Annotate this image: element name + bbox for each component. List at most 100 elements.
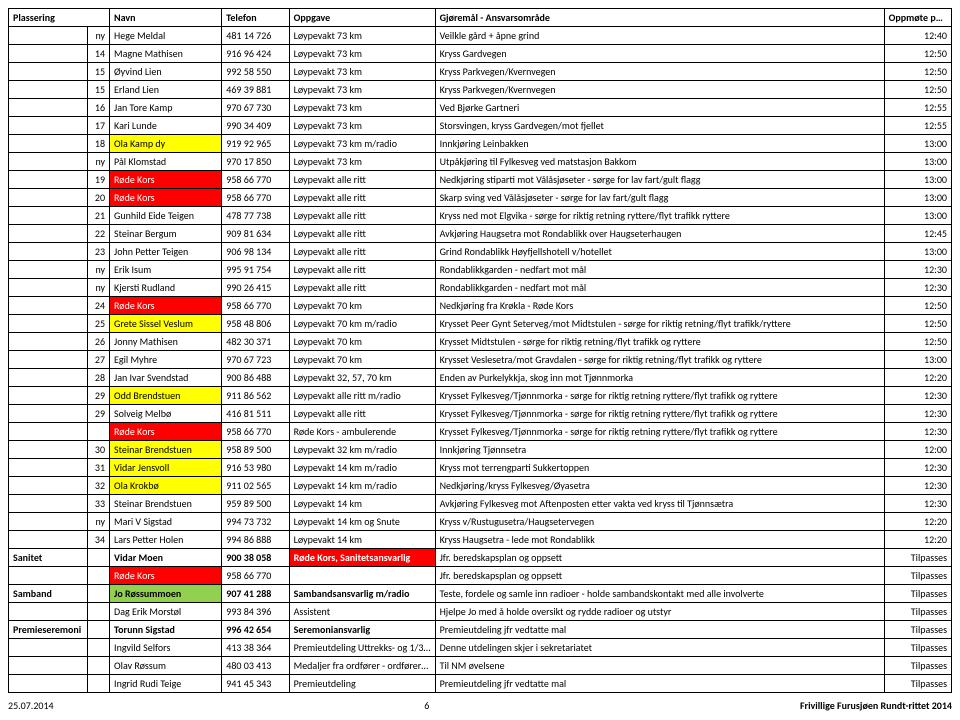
row-number: 16 bbox=[87, 99, 109, 117]
row-telefon: 480 03 413 bbox=[222, 657, 289, 675]
row-oppmote: 13:00 bbox=[884, 189, 951, 207]
row-oppgave: Løypevakt 73 km bbox=[289, 27, 435, 45]
row-navn: Kjersti Rudland bbox=[110, 279, 222, 297]
row-number bbox=[87, 567, 109, 585]
row-gjoremal: Kryss Haugsetra - lede mot Rondablikk bbox=[435, 531, 884, 549]
table-row: 21Gunhild Eide Teigen478 77 738Løypevakt… bbox=[9, 207, 952, 225]
row-number: 26 bbox=[87, 333, 109, 351]
section-label bbox=[9, 81, 88, 99]
row-oppmote: 12:50 bbox=[884, 297, 951, 315]
row-gjoremal: Til NM øvelsene bbox=[435, 657, 884, 675]
row-telefon: 958 89 500 bbox=[222, 441, 289, 459]
row-navn: Røde Kors bbox=[110, 567, 222, 585]
table-row: 30Steinar Brendstuen958 89 500Løypevakt … bbox=[9, 441, 952, 459]
row-oppgave: Løypevakt alle ritt bbox=[289, 207, 435, 225]
row-gjoremal: Nedkjøring/kryss Fylkesveg/Øyasetra bbox=[435, 477, 884, 495]
row-number: 14 bbox=[87, 45, 109, 63]
table-row: SanitetVidar Moen900 38 058Røde Kors, Sa… bbox=[9, 549, 952, 567]
row-oppgave: Løypevakt alle ritt bbox=[289, 243, 435, 261]
row-number: 18 bbox=[87, 135, 109, 153]
table-row: Dag Erik Morstøl993 84 396AssistentHjelp… bbox=[9, 603, 952, 621]
row-gjoremal: Kryss Parkvegen/Kvernvegen bbox=[435, 63, 884, 81]
table-row: 18Ola Kamp dy919 92 965Løypevakt 73 km m… bbox=[9, 135, 952, 153]
table-row: 26Jonny Mathisen482 30 371Løypevakt 70 k… bbox=[9, 333, 952, 351]
section-label bbox=[9, 135, 88, 153]
section-label bbox=[9, 351, 88, 369]
row-oppmote: 12:30 bbox=[884, 477, 951, 495]
row-oppgave: Løypevakt 73 km bbox=[289, 63, 435, 81]
row-gjoremal: Krysset Midtstulen - sørge for riktig re… bbox=[435, 333, 884, 351]
row-navn: Jo Røssummoen bbox=[110, 585, 222, 603]
table-row: 24Røde Kors958 66 770Løypevakt 70 kmNedk… bbox=[9, 297, 952, 315]
row-gjoremal: Krysset Fylkesveg/Tjønnmorka - sørge for… bbox=[435, 405, 884, 423]
row-navn: Erland Lien bbox=[110, 81, 222, 99]
row-telefon: 916 96 424 bbox=[222, 45, 289, 63]
row-number bbox=[87, 621, 109, 639]
table-row: 29Odd Brendstuen911 86 562Løypevakt alle… bbox=[9, 387, 952, 405]
row-oppgave: Løypevakt alle ritt bbox=[289, 189, 435, 207]
row-navn: Øyvind Lien bbox=[110, 63, 222, 81]
row-telefon: 958 66 770 bbox=[222, 297, 289, 315]
row-telefon: 900 86 488 bbox=[222, 369, 289, 387]
table-row: 29Solveig Melbø416 81 511Løypevakt alle … bbox=[9, 405, 952, 423]
row-oppmote: 12:55 bbox=[884, 117, 951, 135]
row-oppgave: Løypevakt 70 km bbox=[289, 351, 435, 369]
row-number: 15 bbox=[87, 63, 109, 81]
row-number: ny bbox=[87, 27, 109, 45]
row-number: 25 bbox=[87, 315, 109, 333]
table-row: nyErik Isum995 91 754Løypevakt alle ritt… bbox=[9, 261, 952, 279]
row-oppgave: Assistent bbox=[289, 603, 435, 621]
row-telefon: 481 14 726 bbox=[222, 27, 289, 45]
row-number bbox=[87, 423, 109, 441]
row-number: 29 bbox=[87, 405, 109, 423]
row-telefon: 911 02 565 bbox=[222, 477, 289, 495]
row-number: 17 bbox=[87, 117, 109, 135]
row-oppmote: Tilpasses bbox=[884, 567, 951, 585]
section-label bbox=[9, 567, 88, 585]
row-oppgave: Løypevakt alle ritt bbox=[289, 261, 435, 279]
row-oppmote: 12:55 bbox=[884, 99, 951, 117]
section-label bbox=[9, 225, 88, 243]
col-plassering: Plassering bbox=[9, 9, 110, 27]
row-number: 27 bbox=[87, 351, 109, 369]
row-oppmote: Tilpasses bbox=[884, 675, 951, 693]
row-oppgave: Løypevakt 73 km bbox=[289, 153, 435, 171]
row-oppmote: Tilpasses bbox=[884, 657, 951, 675]
row-number bbox=[87, 549, 109, 567]
table-row: 14Magne Mathisen916 96 424Løypevakt 73 k… bbox=[9, 45, 952, 63]
row-oppgave: Løypevakt 14 km og Snute bbox=[289, 513, 435, 531]
row-oppgave: Løypevakt 73 km bbox=[289, 45, 435, 63]
table-row: nyHege Meldal481 14 726Løypevakt 73 kmVe… bbox=[9, 27, 952, 45]
section-label bbox=[9, 423, 88, 441]
row-number bbox=[87, 603, 109, 621]
col-oppgave: Oppgave bbox=[289, 9, 435, 27]
row-gjoremal: Nedkjøring stiparti mot Vålåsjøseter - s… bbox=[435, 171, 884, 189]
row-oppgave: Løypevakt 14 km m/radio bbox=[289, 477, 435, 495]
section-label bbox=[9, 153, 88, 171]
row-oppmote: Tilpasses bbox=[884, 621, 951, 639]
section-label bbox=[9, 387, 88, 405]
row-oppmote: 13:00 bbox=[884, 207, 951, 225]
row-oppgave: Løypevakt 70 km m/radio bbox=[289, 315, 435, 333]
row-gjoremal: Krysset Veslesetra/mot Gravdalen - sørge… bbox=[435, 351, 884, 369]
row-oppgave: Løypevakt 73 km bbox=[289, 99, 435, 117]
row-gjoremal: Ved Bjørke Gartneri bbox=[435, 99, 884, 117]
section-label bbox=[9, 117, 88, 135]
section-label bbox=[9, 171, 88, 189]
row-navn: Steinar Brendstuen bbox=[110, 441, 222, 459]
col-navn: Navn bbox=[110, 9, 222, 27]
row-navn: Jan Tore Kamp bbox=[110, 99, 222, 117]
row-navn: Grete Sissel Veslum bbox=[110, 315, 222, 333]
row-oppmote: 12:30 bbox=[884, 279, 951, 297]
row-oppmote: 12:30 bbox=[884, 495, 951, 513]
row-number bbox=[87, 657, 109, 675]
row-oppgave: Røde Kors, Sanitetsansvarlig bbox=[289, 549, 435, 567]
row-oppmote: 13:00 bbox=[884, 171, 951, 189]
row-navn: Steinar Bergum bbox=[110, 225, 222, 243]
row-gjoremal: Innkjøring Leinbakken bbox=[435, 135, 884, 153]
row-gjoremal: Veilkle gård + åpne grind bbox=[435, 27, 884, 45]
section-label bbox=[9, 675, 88, 693]
row-telefon: 911 86 562 bbox=[222, 387, 289, 405]
row-gjoremal: Rondablikkgarden - nedfart mot mål bbox=[435, 279, 884, 297]
row-number: 24 bbox=[87, 297, 109, 315]
